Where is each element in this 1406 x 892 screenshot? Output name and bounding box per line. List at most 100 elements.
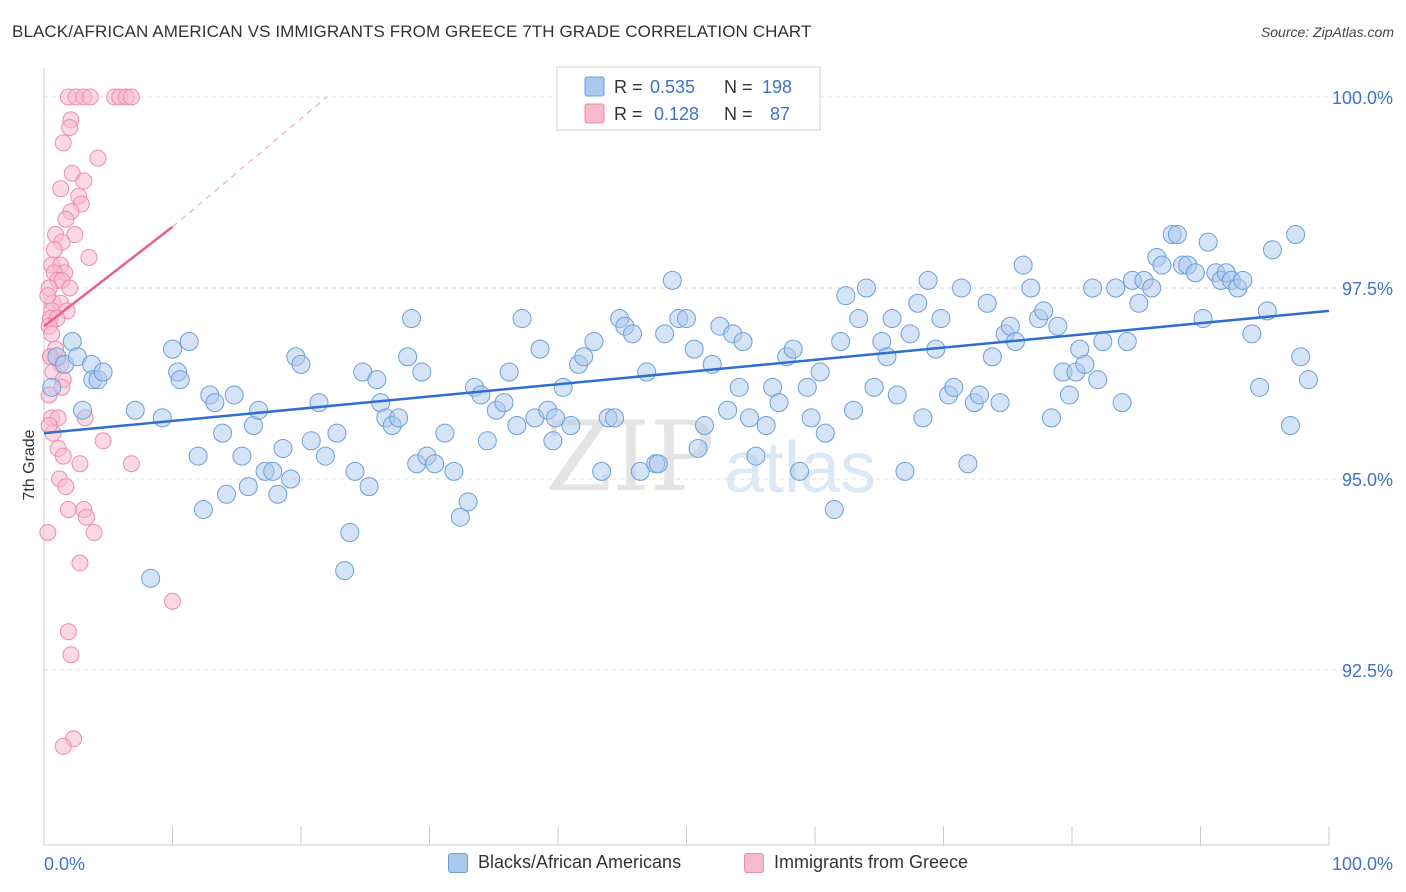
point-blacks-29 [268, 484, 288, 504]
point-greece-10 [54, 134, 72, 152]
y-tick-label-3: 100.0% [1332, 88, 1393, 108]
series-immigrants-greece [39, 88, 181, 755]
point-blacks-86 [655, 324, 675, 344]
point-greece-23 [80, 248, 98, 266]
legend-n-value-1: 198 [762, 77, 792, 97]
point-blacks-183 [1291, 347, 1311, 367]
point-greece-60 [77, 508, 95, 526]
point-blacks-120 [882, 309, 902, 329]
point-blacks-85 [648, 454, 668, 474]
point-blacks-123 [900, 324, 920, 344]
point-blacks-42 [359, 477, 379, 497]
point-blacks-131 [951, 278, 971, 298]
point-blacks-148 [1059, 385, 1079, 405]
chart-title: BLACK/AFRICAN AMERICAN VS IMMIGRANTS FRO… [12, 22, 812, 41]
point-blacks-62 [494, 393, 514, 413]
point-blacks-145 [1041, 408, 1061, 428]
point-blacks-105 [783, 339, 803, 359]
point-blacks-100 [746, 446, 766, 466]
legend-r-value-1: 0.535 [650, 77, 695, 97]
point-blacks-82 [630, 461, 650, 481]
point-greece-57 [57, 478, 75, 496]
point-greece-58 [59, 501, 77, 519]
point-blacks-107 [797, 377, 817, 397]
point-blacks-36 [315, 446, 335, 466]
x-tick-label-0: 0.0% [44, 854, 85, 874]
point-blacks-75 [584, 331, 604, 351]
point-blacks-19 [205, 393, 225, 413]
point-blacks-70 [545, 408, 565, 428]
point-greece-18 [57, 210, 75, 228]
point-greece-62 [39, 523, 57, 541]
legend-swatch-blue [584, 76, 605, 97]
point-blacks-11 [152, 408, 172, 428]
point-blacks-20 [213, 423, 233, 443]
axes [43, 68, 1330, 846]
point-blacks-180 [1262, 240, 1282, 260]
point-blacks-128 [931, 309, 951, 329]
trend-line-greece-extension [172, 96, 328, 228]
y-tick-label-0: 92.5% [1342, 661, 1393, 681]
point-blacks-74 [574, 347, 594, 367]
point-greece-3 [81, 88, 99, 106]
point-blacks-71 [553, 377, 573, 397]
point-blacks-184 [1298, 370, 1318, 390]
point-blacks-14 [170, 370, 190, 390]
point-blacks-125 [913, 408, 933, 428]
point-blacks-152 [1088, 370, 1108, 390]
point-blacks-48 [398, 347, 418, 367]
point-blacks-49 [402, 309, 422, 329]
point-greece-65 [59, 623, 77, 641]
point-blacks-142 [1021, 278, 1041, 298]
point-blacks-177 [1242, 324, 1262, 344]
legend-n-value-2: 87 [770, 104, 790, 124]
legend-n-label-1: N = [724, 77, 753, 97]
point-blacks-43 [367, 370, 387, 390]
point-blacks-141 [1013, 255, 1033, 275]
point-blacks-69 [543, 431, 563, 451]
point-greece-53 [54, 447, 72, 465]
point-blacks-144 [1034, 301, 1054, 321]
point-blacks-92 [694, 416, 714, 436]
point-blacks-114 [844, 400, 864, 420]
point-blacks-182 [1286, 225, 1306, 245]
point-greece-11 [89, 149, 107, 167]
y-axis-label: 7th Grade [21, 429, 38, 500]
point-blacks-154 [1093, 331, 1113, 351]
point-blacks-117 [864, 377, 884, 397]
point-blacks-170 [1198, 232, 1218, 252]
point-blacks-101 [756, 416, 776, 436]
point-blacks-39 [340, 522, 360, 542]
point-greece-68 [54, 737, 72, 755]
point-blacks-72 [561, 416, 581, 436]
point-blacks-12 [163, 339, 182, 359]
point-blacks-54 [435, 423, 455, 443]
point-blacks-33 [291, 354, 311, 374]
point-blacks-113 [836, 286, 856, 306]
legend-r-value-2: 0.128 [654, 104, 699, 124]
legend-top: R = 0.535 N = 198 R = 0.128 N = 87 [556, 66, 821, 131]
point-blacks-156 [1112, 393, 1132, 413]
point-blacks-116 [856, 278, 876, 298]
point-blacks-124 [908, 293, 928, 313]
legend-r-label-1: R = [614, 77, 643, 97]
point-blacks-103 [769, 393, 789, 413]
point-blacks-31 [281, 469, 301, 489]
point-blacks-64 [507, 416, 527, 436]
point-greece-61 [85, 523, 103, 541]
point-blacks-132 [958, 454, 978, 474]
point-greece-54 [71, 455, 89, 473]
point-blacks-135 [977, 293, 997, 313]
point-greece-51 [94, 432, 112, 450]
point-blacks-63 [499, 362, 519, 382]
point-blacks-91 [688, 438, 708, 458]
x-tick-label-1: 100.0% [1332, 854, 1393, 874]
point-blacks-126 [918, 270, 938, 290]
y-tick-label-1: 95.0% [1342, 470, 1393, 490]
series-blacks-african-americans [42, 225, 1318, 588]
point-blacks-155 [1106, 278, 1126, 298]
point-blacks-181 [1280, 416, 1300, 436]
point-blacks-59 [471, 385, 491, 405]
point-greece-9 [61, 119, 79, 137]
